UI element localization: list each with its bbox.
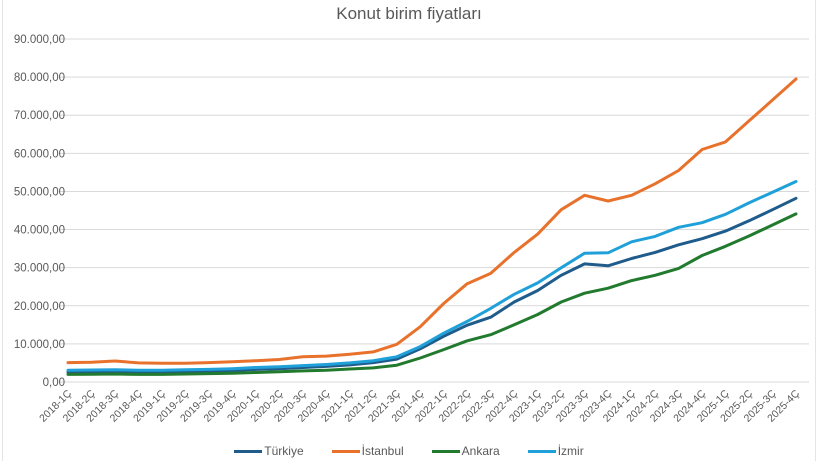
legend-label: İzmir <box>557 444 584 458</box>
legend-item: Türkiye <box>234 444 304 458</box>
legend-item: İzmir <box>527 444 584 458</box>
legend-label: İstanbul <box>361 444 404 458</box>
chart-title: Konut birim fiyatları <box>336 4 482 23</box>
legend-label: Türkiye <box>264 444 304 458</box>
legend-swatch-icon <box>527 449 556 453</box>
chart-legend: Türkiye İstanbul Ankara İzmir <box>3 444 815 458</box>
legend-label: Ankara <box>461 444 500 458</box>
series-line-i̇zmir <box>66 180 798 372</box>
y-tick-label: 70.000,00 <box>14 110 65 122</box>
y-tick-label: 0,00 <box>43 377 65 389</box>
legend-swatch-icon <box>431 449 460 453</box>
legend-swatch-icon <box>331 449 360 453</box>
legend-item: Ankara <box>431 444 500 458</box>
y-tick-label: 60.000,00 <box>14 148 65 160</box>
y-tick-label: 80.000,00 <box>14 72 65 84</box>
y-tick-label: 10.000,00 <box>14 339 65 351</box>
line-chart: 0,00 10.000,00 20.000,00 30.000,00 40.000,00… <box>14 34 809 425</box>
y-tick-label: 30.000,00 <box>14 263 65 275</box>
series-line-i̇stanbul <box>66 77 798 365</box>
series-line-türkiye <box>66 196 798 374</box>
y-tick-label: 40.000,00 <box>14 225 65 237</box>
y-tick-label: 20.000,00 <box>14 301 65 313</box>
legend-swatch-icon <box>234 449 263 453</box>
y-tick-label: 90.000,00 <box>14 34 65 46</box>
legend-item: İstanbul <box>331 444 404 458</box>
y-tick-label: 50.000,00 <box>14 186 65 198</box>
series-line-ankara <box>66 212 798 376</box>
